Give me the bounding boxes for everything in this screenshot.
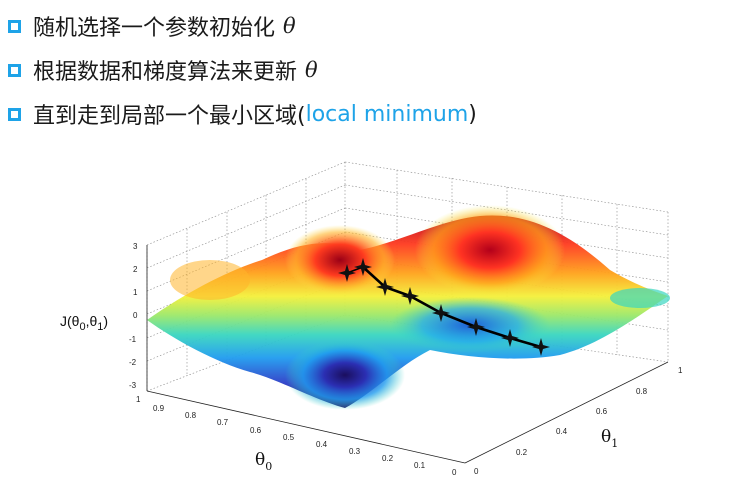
theta0-tick: 0	[452, 468, 457, 477]
z-tick: 0	[133, 311, 138, 320]
step-marker	[376, 278, 394, 296]
z-tick: -3	[129, 381, 137, 390]
z-tick: 2	[133, 265, 138, 274]
theta0-tick: 0.6	[250, 426, 262, 435]
square-bullet-icon	[8, 63, 21, 77]
bullet-text: 随机选择一个参数初始化	[33, 16, 276, 41]
front-axes	[146, 245, 669, 464]
bullet-item-1: 随机选择一个参数初始化 θ	[8, 4, 708, 48]
theta0-tick: 0.8	[185, 411, 197, 420]
theta1-axis-label: θ1	[601, 427, 618, 450]
bullet-item-3: 直到走到局部一个最小区域(local minimum)	[8, 92, 708, 136]
theta0-tick: 0.4	[316, 440, 328, 449]
theta0-axis-label: θ0	[255, 450, 272, 473]
right-flat	[610, 288, 670, 308]
theta-symbol: θ	[305, 58, 318, 82]
theta1-tick: 0.2	[516, 448, 528, 457]
theta0-tick: 0.3	[349, 447, 361, 456]
step-marker	[338, 264, 356, 282]
z-tick: 1	[133, 288, 138, 297]
left-peak	[285, 225, 395, 295]
z-tick: -2	[129, 358, 137, 367]
cost-surface-diagram: 3 2 1 0 -1 -2 -3 1 0.9 0.8 0.7 0.6 0.5 0…	[60, 161, 683, 477]
theta1-axis-ticks: 0 0.2 0.4 0.6 0.8 1	[474, 366, 683, 476]
step-marker	[432, 304, 450, 322]
step-marker	[401, 287, 419, 305]
z-tick: 3	[133, 242, 138, 251]
j-axis-label: J(θ0,θ1)	[60, 313, 108, 333]
theta-symbol: θ	[283, 14, 296, 38]
theta1-tick: 0	[474, 467, 479, 476]
theta0-tick: 0.5	[283, 433, 295, 442]
square-bullet-icon	[8, 107, 21, 121]
gradient-descent-path	[338, 258, 550, 356]
step-marker	[467, 318, 485, 336]
right-peak	[415, 205, 565, 295]
theta1-tick: 1	[678, 366, 683, 375]
local-minimum-valley	[285, 340, 405, 410]
step-marker	[532, 338, 550, 356]
step-marker	[354, 258, 372, 276]
theta1-tick: 0.6	[596, 407, 608, 416]
theta1-tick: 0.4	[556, 427, 568, 436]
left-hump	[170, 260, 250, 300]
local-minimum-highlight: local minimum	[305, 101, 469, 127]
bullet-list: 随机选择一个参数初始化 θ 根据数据和梯度算法来更新 θ 直到走到局部一个最小区…	[8, 4, 708, 136]
z-tick: -1	[129, 335, 137, 344]
step-marker	[501, 329, 519, 347]
bullet-text: 直到走到局部一个最小区域(	[33, 104, 306, 129]
bullet-close: )	[468, 101, 477, 127]
square-bullet-icon	[8, 19, 21, 33]
theta0-tick: 0.9	[153, 404, 165, 413]
theta1-tick: 0.8	[636, 387, 648, 396]
theta0-tick: 0.2	[382, 454, 394, 463]
theta0-axis-ticks: 1 0.9 0.8 0.7 0.6 0.5 0.4 0.3 0.2 0.1 0	[136, 395, 457, 477]
bullet-item-2: 根据数据和梯度算法来更新 θ	[8, 48, 708, 92]
bullet-text: 根据数据和梯度算法来更新	[33, 60, 298, 85]
theta0-tick: 1	[136, 395, 141, 404]
z-axis-ticks: 3 2 1 0 -1 -2 -3	[129, 242, 138, 390]
theta0-tick: 0.1	[414, 461, 426, 470]
theta0-tick: 0.7	[217, 418, 229, 427]
